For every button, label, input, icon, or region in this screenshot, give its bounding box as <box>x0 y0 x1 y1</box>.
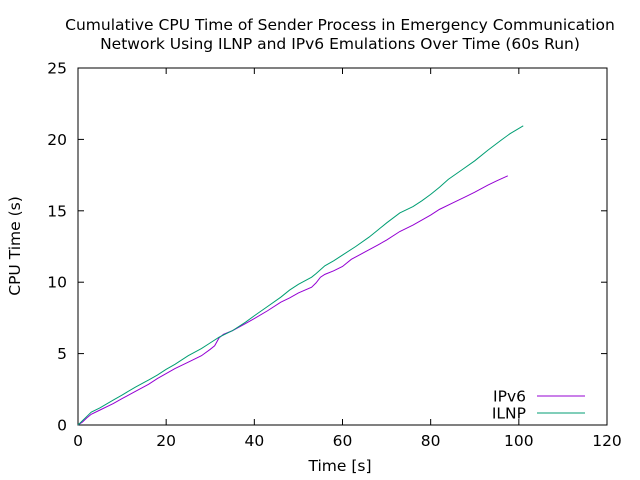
legend-label-ilnp: ILNP <box>492 405 526 423</box>
x-tick-label: 20 <box>156 432 176 450</box>
x-tick-label: 80 <box>421 432 441 450</box>
series-line-ilnp <box>77 125 524 426</box>
y-tick-label: 10 <box>47 274 67 292</box>
plot-frame <box>77 67 608 426</box>
x-tick-label: 100 <box>504 432 534 450</box>
y-axis-label: CPU Time (s) <box>6 196 24 295</box>
x-tick-label: 40 <box>244 432 264 450</box>
axes <box>77 67 608 426</box>
x-axis-label: Time [s] <box>307 457 371 475</box>
x-tick-label: 120 <box>592 432 622 450</box>
tick-labels: 0 20 40 60 80 100 120 0 5 10 15 20 25 <box>47 60 622 451</box>
y-tick-label: 0 <box>57 417 67 435</box>
x-tick-label: 0 <box>73 432 83 450</box>
y-tick-label: 15 <box>47 202 67 220</box>
y-tick-label: 20 <box>47 131 67 149</box>
x-tick-label: 60 <box>333 432 353 450</box>
series-lines <box>77 125 524 426</box>
series-line-ipv6 <box>77 175 509 426</box>
y-tick-label: 25 <box>47 60 67 78</box>
legend-label-ipv6: IPv6 <box>493 388 526 406</box>
y-tick-label: 5 <box>57 345 67 363</box>
chart-title-line1: Cumulative CPU Time of Sender Process in… <box>65 16 615 34</box>
chart-title-line2: Network Using ILNP and IPv6 Emulations O… <box>100 35 580 53</box>
